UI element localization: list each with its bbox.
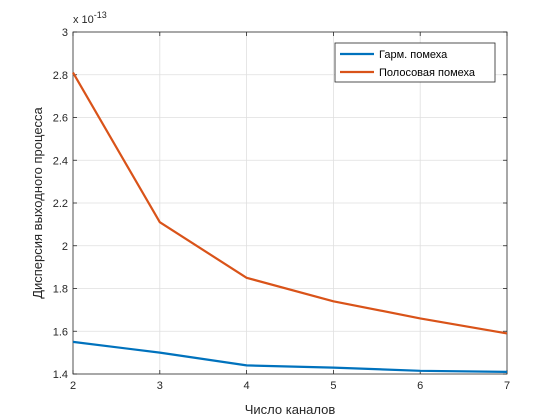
y-axis-exponent: x 10-13 <box>73 10 107 26</box>
x-tick-label: 4 <box>244 380 250 392</box>
y-exponent-base: x 10 <box>73 14 94 26</box>
y-tick-label: 1.4 <box>53 369 68 381</box>
y-tick-label: 2 <box>62 241 68 253</box>
y-tick-label: 2.4 <box>53 155 68 167</box>
x-axis-label: Число каналов <box>245 402 336 417</box>
series-line-1 <box>72 72 508 335</box>
legend-box <box>334 42 496 83</box>
legend-label-garm: Гарм. помеха <box>379 49 448 61</box>
x-tick-label: 5 <box>330 380 336 392</box>
y-tick-label: 2.6 <box>53 113 68 125</box>
ticks: 2 3 4 5 6 7 1.4 1.6 1.8 2 2.2 2.4 2.6 2.8 3 <box>53 27 510 392</box>
y-tick-label: 1.6 <box>53 326 68 338</box>
y-axis-label: Дисперсия выходного процесса <box>30 106 45 298</box>
y-tick-label: 1.8 <box>53 284 68 296</box>
x-tick-label: 6 <box>417 380 423 392</box>
y-tick-label: 2.8 <box>53 70 68 82</box>
x-tick-label: 3 <box>157 380 163 392</box>
series-lines <box>72 72 508 373</box>
y-tick-label: 3 <box>62 27 68 39</box>
x-tick-label: 7 <box>504 380 510 392</box>
y-tick-label: 2.2 <box>53 198 68 210</box>
y-exponent-power: -13 <box>94 10 107 20</box>
legend-label-polos: Полосовая помеха <box>379 67 476 79</box>
series-line-0 <box>72 340 508 373</box>
x-tick-label: 2 <box>70 380 76 392</box>
legend: Гарм. помеха Полосовая помеха <box>334 42 496 83</box>
